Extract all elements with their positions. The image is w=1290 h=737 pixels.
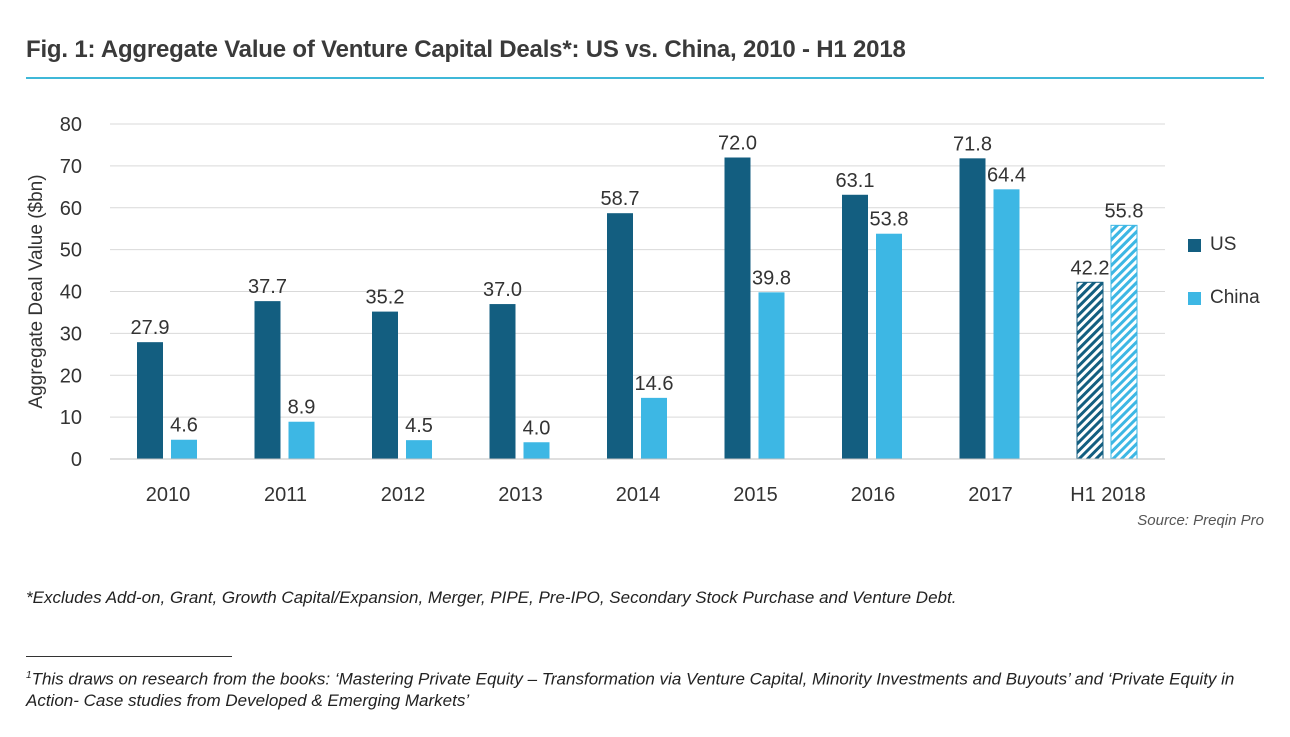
bar-china-2010 [171,439,197,459]
bar-us-2017 [959,158,986,459]
data-label-china: 64.4 [987,164,1026,186]
y-tick-label: 20 [60,365,82,387]
footnote-marker: 1 [26,670,32,681]
bar-china-2012 [406,440,432,459]
x-tick-label: 2015 [733,484,778,506]
data-label-china: 14.6 [635,373,674,395]
data-label-china: 53.8 [870,209,909,231]
data-label-us: 37.0 [483,279,522,301]
data-label-us: 71.8 [953,133,992,155]
bar-us-h1-2018 [1076,281,1104,460]
data-label-us: 42.2 [1071,257,1110,279]
data-label-china: 4.5 [405,415,433,437]
data-labels: 27.9 4.6 37.7 8.9 35.2 4.5 37.0 4.0 58.7 14.6 72.0… [131,133,1144,440]
y-tick-label: 0 [71,449,82,471]
bar-us-2013 [489,304,516,459]
research-footnote-text: This draws on research from the books: ‘… [26,669,1235,710]
bar-chart: 27.9 4.6 37.7 8.9 35.2 4.5 37.0 4.0 58.7 14.6 72.0… [26,114,1165,506]
bar-china-h1-2018 [1110,224,1138,460]
legend-swatch-china [1188,291,1201,305]
footnote-divider [26,656,232,657]
data-label-us: 27.9 [131,317,170,339]
data-label-us: 37.7 [248,276,287,298]
data-label-us: 35.2 [366,287,405,309]
data-label-china: 4.0 [523,417,551,439]
bars [137,157,1138,460]
data-label-china: 39.8 [752,267,791,289]
legend-item-china: China [1188,285,1260,311]
y-tick-label: 40 [60,282,82,304]
data-label-us: 72.0 [718,133,757,155]
bar-us-2012 [372,311,398,459]
x-tick-label: 2014 [616,484,661,506]
bar-china-2011 [288,421,315,459]
x-tick-label: 2010 [146,484,191,506]
y-tick-label: 60 [60,198,82,220]
bar-us-2016 [842,194,868,460]
research-footnote: 1This draws on research from the books: … [26,665,1256,711]
bar-china-2015 [758,292,785,459]
legend-item-us: US [1188,232,1260,258]
axes: 0 10 20 30 40 50 60 70 80 Aggregate Deal Value ($… [26,114,1165,506]
y-tick-label: 50 [60,240,82,262]
grid-lines [110,123,1165,418]
y-tick-label: 10 [60,407,82,429]
data-label-us: 63.1 [836,170,875,192]
exclusion-footnote: *Excludes Add-on, Grant, Growth Capital/… [26,588,957,607]
bar-us-2015 [724,157,751,459]
bar-china-2017 [993,189,1020,459]
x-tick-label: 2017 [968,484,1013,506]
x-tick-label: 2011 [264,484,307,506]
data-label-china: 4.6 [170,415,198,437]
bar-china-2013 [523,442,550,459]
legend: US China [1188,232,1260,338]
bar-us-2011 [254,301,281,459]
y-tick-label: 70 [60,156,82,178]
bar-china-2016 [876,233,902,459]
legend-swatch-us [1188,238,1201,252]
data-label-us: 58.7 [601,188,640,210]
x-tick-label: 2013 [498,484,543,506]
y-tick-label: 80 [60,114,82,136]
data-label-china: 8.9 [288,397,316,419]
bar-china-2014 [641,397,667,459]
chart-title: Fig. 1: Aggregate Value of Venture Capit… [26,36,906,63]
x-tick-label: 2016 [851,484,896,506]
legend-label-us: US [1210,234,1237,255]
y-axis-title: Aggregate Deal Value ($bn) [26,174,47,408]
bar-us-2014 [607,213,633,459]
data-label-china: 55.8 [1105,200,1144,222]
legend-label-china: China [1210,287,1260,308]
y-tick-label: 30 [60,323,82,345]
bar-us-2010 [137,342,163,459]
source-note: Source: Preqin Pro [1137,512,1264,529]
x-tick-label: 2012 [381,484,426,506]
x-tick-label: H1 2018 [1070,484,1146,506]
title-divider [26,77,1264,79]
